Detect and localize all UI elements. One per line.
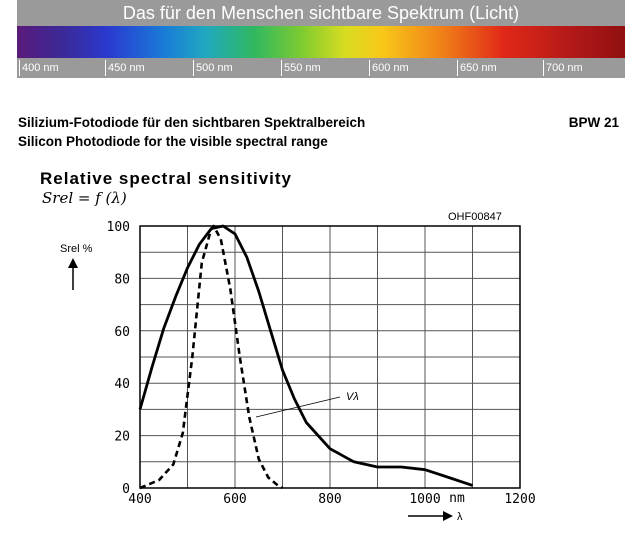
wavelength-tick-label: 450 nm [105,60,145,76]
heading-german: Silizium-Fotodiode für den sichtbaren Sp… [18,115,366,130]
wavelength-tick-label: 500 nm [193,60,233,76]
sensitivity-curve-v-lambda [139,224,284,490]
x-axis-arrow-icon [408,511,453,521]
v-lambda-label: Vλ [346,391,359,403]
wavelength-tick-label: 400 nm [19,60,59,76]
chart-title: Relative spectral sensitivity [40,169,293,188]
sensitivity-curve-bpw21 [138,224,473,487]
y-tick-label: 40 [114,377,130,392]
part-number: BPW 21 [568,115,619,130]
chart-formula: Srel = f (λ) [42,189,127,207]
x-tick-label: 800 [318,492,341,507]
visible-spectrum-banner: Das für den Menschen sichtbare Spektrum … [17,0,625,78]
y-tick-label: 0 [122,482,130,497]
x-axis-label: λ [457,511,463,523]
wavelength-tick-label: 550 nm [281,60,321,76]
y-tick-label: 60 [114,325,130,340]
banner-title: Das für den Menschen sichtbare Spektrum … [122,3,520,23]
y-axis-arrow-icon [68,258,78,290]
x-tick-label: 600 [223,492,246,507]
x-tick-label: 1200 [504,492,535,507]
plot-frame [139,225,521,489]
wavelength-tick-label: 700 nm [543,60,583,76]
spectrum-color-bar [17,26,625,58]
wavelength-tick-label: 650 nm [457,60,497,76]
y-axis-label: Srel % [60,243,93,255]
figure-id: OHF00847 [448,211,502,223]
wavelength-tick-label: 600 nm [369,60,409,76]
x-tick-label: 1000 [409,492,440,507]
y-tick-label: 100 [107,220,130,235]
y-tick-label: 80 [114,272,130,287]
v-lambda-callout: Vλ [255,391,359,418]
x-tick-label: 400 [128,492,151,507]
y-tick-label: 20 [114,430,130,445]
heading-english: Silicon Photodiode for the visible spect… [18,134,328,149]
x-axis-unit: nm [449,491,465,506]
wavelength-scale: 400 nm 450 nm 500 nm 550 nm 600 nm 650 n… [17,58,625,78]
